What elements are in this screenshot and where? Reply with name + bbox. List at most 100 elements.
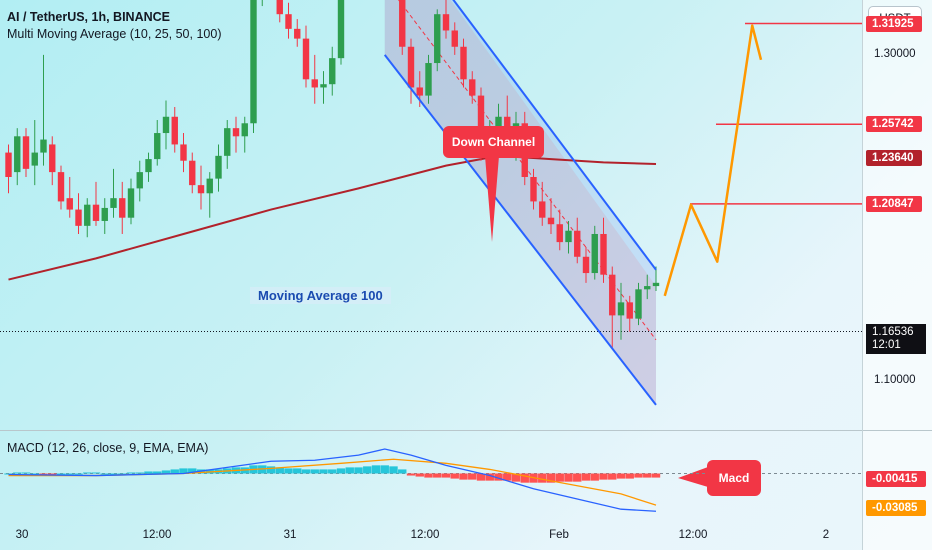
macd-signal-line — [8, 458, 657, 506]
candle — [442, 0, 450, 39]
macd-histogram-bar — [275, 467, 284, 474]
candle — [565, 220, 572, 254]
candle — [425, 54, 432, 104]
candle — [574, 217, 581, 264]
down-channel-pointer — [485, 156, 499, 242]
macd-histogram-bar — [39, 473, 48, 475]
candle — [171, 106, 178, 153]
macd-histogram-bar — [13, 472, 22, 474]
macd-histogram-bar — [118, 473, 127, 475]
candle — [285, 2, 292, 39]
macd-histogram-bar — [581, 473, 591, 481]
candle-body — [416, 87, 423, 96]
macd-callout: Macd — [707, 460, 761, 496]
macd-histogram-bar — [511, 473, 521, 482]
candle-body — [434, 14, 441, 64]
candle-body — [119, 198, 126, 218]
macd-histogram-bar — [310, 469, 319, 474]
candle-body — [652, 282, 660, 287]
macd-histogram-bar — [293, 468, 302, 474]
macd-histogram-bar — [555, 473, 564, 482]
macd-histogram-bar — [643, 473, 652, 478]
macd-histogram-bar — [485, 473, 494, 481]
candle — [136, 160, 143, 202]
macd-histogram-bar — [109, 473, 118, 475]
candle — [49, 136, 56, 186]
candle-body — [31, 152, 38, 166]
macd-histogram-bar — [83, 472, 92, 474]
candle-body — [40, 139, 47, 153]
candle-body — [407, 46, 415, 88]
indicator-title: Multi Moving Average (10, 25, 50, 100) — [7, 27, 222, 41]
macd-line — [8, 448, 657, 512]
candle — [110, 168, 117, 218]
countdown-timer: 12:01 — [872, 339, 901, 351]
candle — [407, 38, 415, 104]
projection-path — [663, 24, 763, 297]
candle — [5, 144, 12, 194]
candle — [469, 71, 476, 104]
macd-histogram-bar — [161, 470, 171, 474]
x-tick-label: 12:00 — [678, 529, 708, 541]
candle — [22, 128, 30, 177]
candle-body — [294, 28, 301, 39]
candle — [145, 152, 152, 182]
candle-body — [171, 116, 178, 145]
candle-body — [84, 204, 91, 226]
macd-histogram-bar — [48, 473, 57, 475]
candle — [337, 0, 345, 65]
candle-body — [189, 160, 196, 186]
candle-body — [530, 177, 537, 202]
candle-body — [591, 233, 598, 274]
candle-body — [136, 172, 143, 189]
macd-value-badge: -0.00415 — [866, 471, 926, 487]
candle — [530, 168, 537, 210]
price-level-badge: 1.23640 — [866, 150, 922, 167]
candle-body — [232, 128, 240, 137]
macd-histogram-bar — [21, 472, 31, 474]
price-level-badge: 1.20847 — [866, 195, 922, 212]
candle — [84, 198, 91, 238]
candle-body — [75, 209, 82, 226]
candle — [14, 128, 21, 186]
candle-body — [302, 38, 310, 80]
macd-histogram-bar — [590, 473, 599, 481]
candle — [66, 177, 73, 218]
candle — [451, 22, 458, 55]
macd-pointer — [678, 467, 708, 487]
candle — [119, 181, 126, 234]
macd-histogram-bar — [634, 473, 643, 478]
candle-body — [206, 178, 213, 194]
macd-histogram-bar — [65, 473, 74, 475]
macd-histogram-bar — [179, 468, 188, 474]
x-tick-label: 12:00 — [410, 529, 440, 541]
ma100-label: Moving Average 100 — [250, 287, 391, 304]
candle-body — [197, 185, 205, 194]
macd-histogram-bar — [546, 473, 556, 483]
candle — [302, 25, 310, 88]
macd-histogram-bar — [380, 465, 389, 474]
macd-histogram-bar — [153, 471, 162, 474]
candle — [591, 225, 598, 280]
down-channel-callout: Down Channel — [443, 126, 544, 158]
candle-body — [127, 188, 135, 218]
candle — [539, 181, 546, 226]
candle-body — [66, 198, 73, 210]
macd-histogram-bar — [538, 473, 547, 483]
candle — [57, 165, 65, 210]
macd-histogram-bar — [135, 472, 144, 474]
candle-body — [460, 46, 467, 80]
candle — [189, 152, 196, 194]
candle — [652, 266, 660, 291]
candle-body — [285, 14, 292, 29]
macd-histogram-bar — [30, 473, 39, 475]
macd-histogram-bar — [651, 473, 661, 478]
candle — [399, 0, 406, 55]
candle — [644, 274, 651, 300]
x-tick-label: 31 — [283, 529, 297, 541]
candle — [31, 120, 38, 186]
candle — [617, 282, 625, 340]
macd-histogram-bar — [415, 473, 424, 477]
